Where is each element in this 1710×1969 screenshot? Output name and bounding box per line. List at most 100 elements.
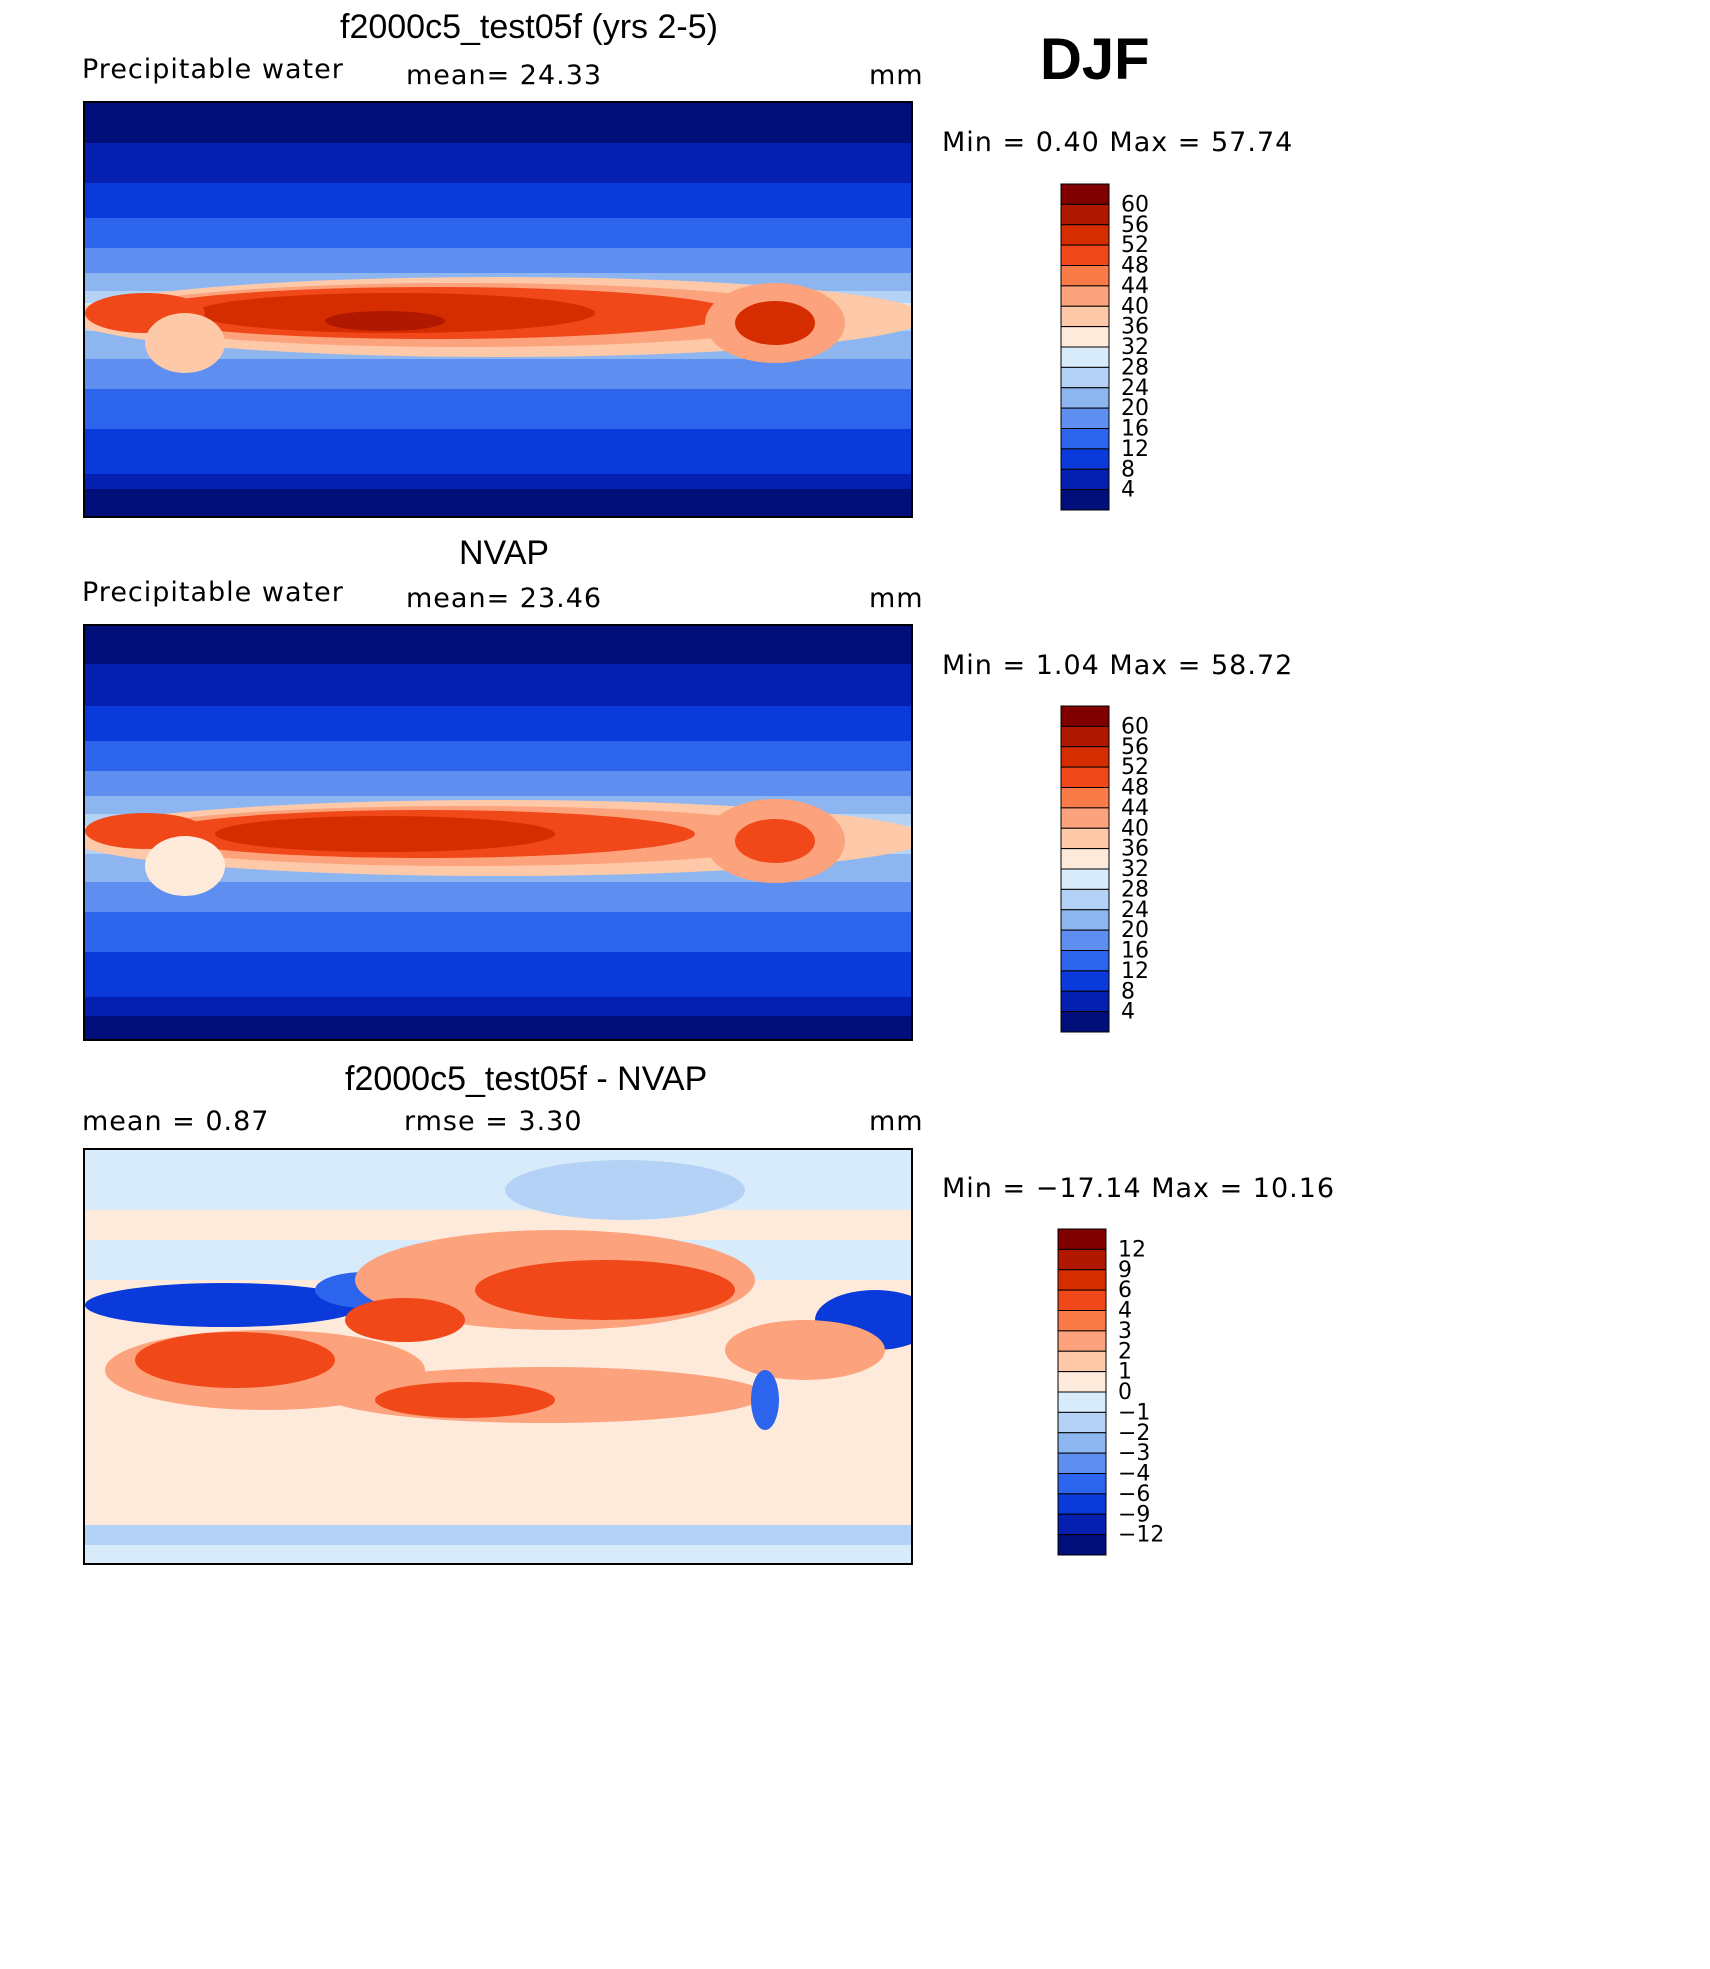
colorbar-swatch: [1060, 929, 1110, 951]
panel3-title: f2000c5_test05f - NVAP: [345, 1060, 708, 1098]
colorbar-tick-label: 6: [1118, 1278, 1132, 1303]
panel3-map-field: [85, 1150, 911, 1563]
colorbar-tick-label: −4: [1118, 1462, 1150, 1487]
colorbar-swatch: [1057, 1493, 1107, 1515]
colorbar-swatch: [1060, 787, 1110, 809]
colorbar-swatch: [1057, 1310, 1107, 1332]
colorbar-swatch: [1057, 1330, 1107, 1352]
colorbar-swatch: [1060, 468, 1110, 491]
colorbar-swatch: [1057, 1248, 1107, 1271]
panel3-units: mm: [869, 1106, 924, 1137]
panel3-map: [83, 1148, 913, 1565]
colorbar-swatch: [1060, 950, 1110, 972]
colorbar-tick-label: 12: [1118, 1237, 1146, 1262]
colorbar-swatch: [1057, 1473, 1107, 1495]
colorbar-swatch: [1060, 224, 1110, 246]
panel3-mean-label: mean = 0.87: [82, 1106, 270, 1137]
colorbar-swatch: [1057, 1534, 1107, 1556]
colorbar-swatch: [1060, 244, 1110, 266]
colorbar-tick-label: 8: [1121, 457, 1135, 482]
colorbar-tick-label: 12: [1121, 959, 1149, 984]
colorbar-tick-label: 52: [1121, 233, 1149, 258]
panel2-title: NVAP: [459, 534, 550, 572]
colorbar-swatch: [1057, 1371, 1107, 1393]
colorbar-tick-label: 12: [1121, 437, 1149, 462]
colorbar-tick-label: 60: [1121, 714, 1149, 739]
colorbar-tick-label: 48: [1121, 254, 1149, 279]
colorbar-tick-label: 52: [1121, 755, 1149, 780]
colorbar-tick-label: 24: [1121, 376, 1149, 401]
colorbar-tick-label: −2: [1118, 1421, 1150, 1446]
panel2-mean-label: mean= 23.46: [406, 583, 603, 614]
panel1-title: f2000c5_test05f (yrs 2-5): [340, 8, 718, 46]
colorbar-tick-label: 56: [1121, 735, 1149, 760]
colorbar-tick-label: 36: [1121, 837, 1149, 862]
panel2-variable-label: Precipitable water: [82, 577, 344, 608]
colorbar-swatch: [1060, 265, 1110, 287]
colorbar-tick-label: 40: [1121, 294, 1149, 319]
colorbar-swatch: [1060, 1011, 1110, 1033]
colorbar-swatch: [1060, 285, 1110, 307]
colorbar-swatch: [1057, 1513, 1107, 1536]
colorbar-tick-label: 60: [1121, 192, 1149, 217]
colorbar-swatch: [1060, 203, 1110, 226]
colorbar-tick-label: 40: [1121, 816, 1149, 841]
season-label: DJF: [1040, 27, 1150, 92]
panel1-min-max: Min = 0.40 Max = 57.74: [942, 127, 1294, 158]
colorbar-tick-label: 44: [1121, 796, 1149, 821]
colorbar-swatch: [1060, 807, 1110, 829]
colorbar-swatch: [1060, 489, 1110, 511]
colorbar-swatch: [1057, 1411, 1107, 1434]
colorbar-swatch: [1060, 346, 1110, 368]
panel1-map-field: [85, 103, 911, 516]
colorbar-tick-label: 3: [1118, 1319, 1132, 1344]
colorbar-swatch: [1057, 1350, 1107, 1373]
colorbar-tick-label: 28: [1121, 355, 1149, 380]
colorbar-swatch: [1060, 766, 1110, 788]
colorbar-tick-label: 20: [1121, 918, 1149, 943]
panel2-units: mm: [869, 583, 924, 614]
panel1-map: [83, 101, 913, 518]
panel1-units: mm: [869, 60, 924, 91]
colorbar-tick-label: 28: [1121, 877, 1149, 902]
panel2-map-field: [85, 626, 911, 1039]
colorbar-swatch: [1057, 1269, 1107, 1291]
colorbar-swatch: [1060, 970, 1110, 992]
colorbar-tick-label: 16: [1121, 417, 1149, 442]
colorbar-swatch: [1060, 990, 1110, 1013]
colorbar-tick-label: −6: [1118, 1482, 1150, 1507]
colorbar-tick-label: 2: [1118, 1339, 1132, 1364]
colorbar-swatch: [1060, 407, 1110, 429]
colorbar-swatch: [1057, 1391, 1107, 1413]
colorbar-tick-label: 4: [1121, 1000, 1135, 1025]
colorbar-swatch: [1057, 1289, 1107, 1311]
colorbar-swatch: [1057, 1452, 1107, 1474]
colorbar-swatch: [1060, 387, 1110, 409]
colorbar-tick-label: 24: [1121, 898, 1149, 923]
panel1-mean-label: mean= 24.33: [406, 60, 603, 91]
colorbar-swatch: [1060, 888, 1110, 911]
colorbar-tick-label: 44: [1121, 274, 1149, 299]
colorbar-tick-label: 20: [1121, 396, 1149, 421]
colorbar-tick-label: 32: [1121, 857, 1149, 882]
colorbar-tick-label: 56: [1121, 213, 1149, 238]
colorbar-tick-label: 8: [1121, 979, 1135, 1004]
colorbar-tick-label: 4: [1121, 478, 1135, 503]
colorbar-tick-label: −3: [1118, 1441, 1150, 1466]
colorbar-tick-label: 32: [1121, 335, 1149, 360]
colorbar-swatch: [1060, 448, 1110, 470]
colorbar-swatch: [1060, 725, 1110, 748]
colorbar-tick-label: −9: [1118, 1502, 1150, 1527]
colorbar-tick-label: 48: [1121, 776, 1149, 801]
colorbar-swatch: [1060, 909, 1110, 931]
colorbar-tick-label: 1: [1118, 1360, 1132, 1385]
colorbar-swatch: [1060, 366, 1110, 389]
panel2-map: [83, 624, 913, 1041]
panel3-rmse-label: rmse = 3.30: [404, 1106, 583, 1137]
colorbar-tick-label: 4: [1118, 1299, 1132, 1324]
colorbar-swatch: [1060, 705, 1110, 727]
colorbar-swatch: [1060, 305, 1110, 328]
colorbar-tick-label: 0: [1118, 1380, 1132, 1405]
panel2-min-max: Min = 1.04 Max = 58.72: [942, 650, 1294, 681]
panel2-colorbar: 60 56 52 48 44 40 36 32 28 24 20 16 12 8 4: [1059, 704, 1179, 1034]
